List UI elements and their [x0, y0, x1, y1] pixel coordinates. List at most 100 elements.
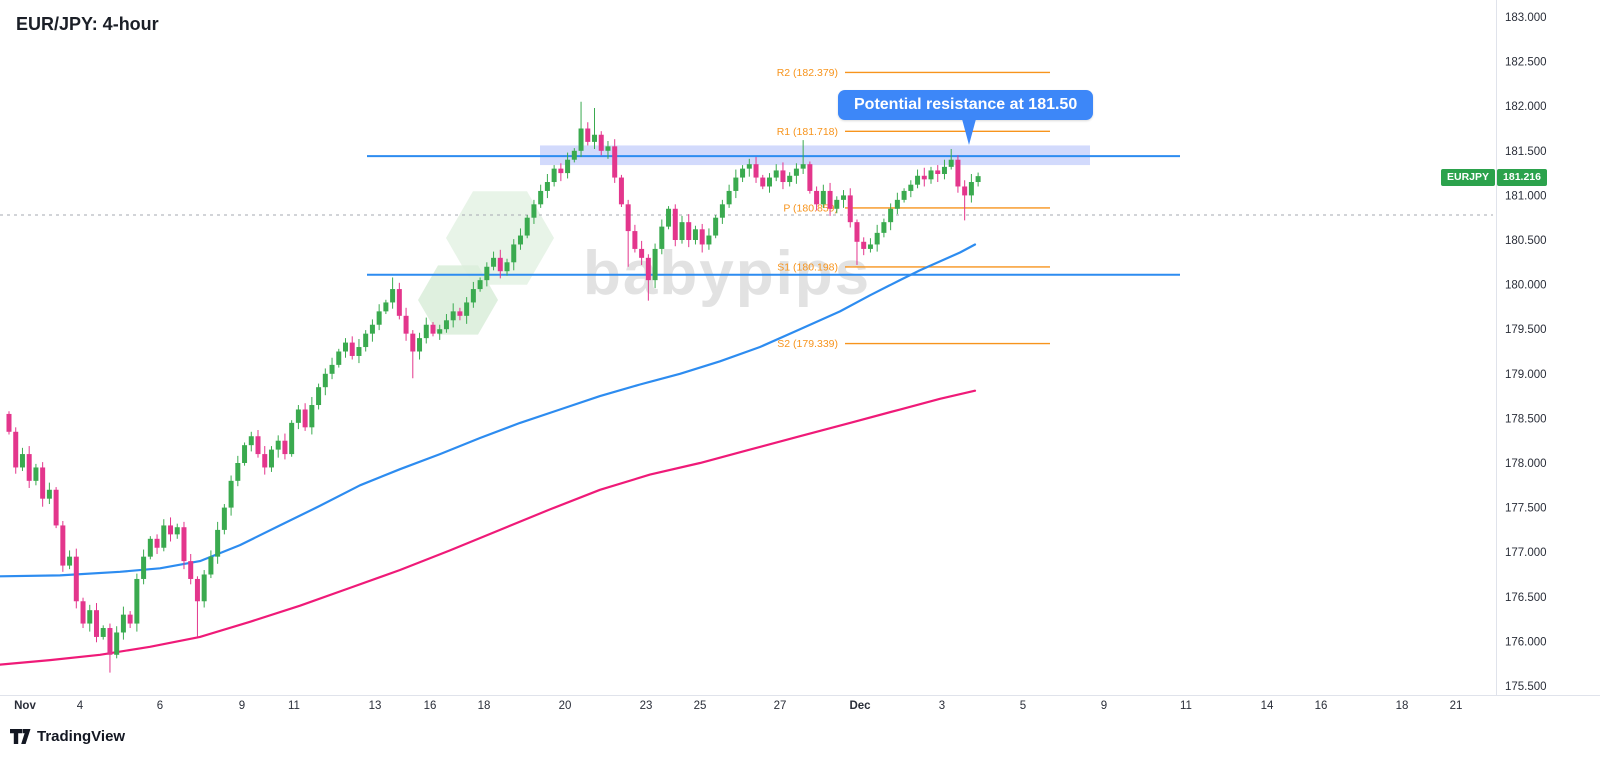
candle-body[interactable] [100, 628, 106, 637]
ma-pink-line[interactable] [0, 389, 977, 666]
candle-body[interactable] [208, 556, 214, 575]
candles-layer[interactable] [6, 101, 981, 673]
candle-body[interactable] [349, 342, 355, 356]
candle-body[interactable] [356, 347, 362, 356]
candle-body[interactable] [417, 338, 423, 352]
candle-body[interactable] [962, 186, 968, 196]
candle-body[interactable] [403, 315, 409, 334]
candle-body[interactable] [766, 177, 772, 187]
candle-body[interactable] [659, 226, 665, 249]
candle-body[interactable] [450, 311, 456, 321]
candle-body[interactable] [538, 190, 544, 205]
candle-body[interactable] [692, 229, 698, 240]
candle-body[interactable] [430, 324, 436, 334]
candle-body[interactable] [793, 168, 799, 176]
candle-body[interactable] [551, 168, 557, 183]
candle-body[interactable] [834, 199, 840, 209]
candle-body[interactable] [201, 574, 207, 602]
candle-body[interactable] [369, 324, 375, 334]
candle-body[interactable] [625, 204, 631, 232]
candle-body[interactable] [6, 413, 12, 432]
candle-body[interactable] [841, 195, 847, 200]
candle-body[interactable] [363, 333, 369, 348]
candle-body[interactable] [874, 232, 880, 245]
candle-body[interactable] [760, 177, 766, 187]
candle-body[interactable] [484, 266, 490, 281]
candle-body[interactable] [26, 454, 32, 481]
candle-body[interactable] [894, 199, 900, 209]
candle-body[interactable] [221, 507, 227, 530]
candle-body[interactable] [861, 241, 867, 249]
candle-body[interactable] [19, 454, 25, 468]
candle-body[interactable] [955, 159, 961, 187]
candle-body[interactable] [639, 248, 645, 258]
candle-body[interactable] [255, 436, 261, 455]
ma-blue-line[interactable] [0, 243, 977, 578]
candle-body[interactable] [13, 431, 19, 468]
candle-body[interactable] [605, 146, 611, 151]
candle-body[interactable] [847, 195, 853, 223]
candle-body[interactable] [443, 320, 449, 330]
candle-body[interactable] [235, 463, 241, 481]
candle-body[interactable] [147, 538, 153, 557]
candle-body[interactable] [666, 208, 672, 227]
candle-body[interactable] [746, 164, 752, 169]
candle-body[interactable] [565, 159, 571, 174]
candle-body[interactable] [154, 538, 160, 548]
candle-body[interactable] [282, 440, 288, 455]
candle-body[interactable] [888, 208, 894, 223]
candle-body[interactable] [827, 190, 833, 209]
candle-body[interactable] [558, 168, 564, 174]
candle-body[interactable] [46, 489, 52, 499]
candle-body[interactable] [437, 329, 443, 334]
candle-body[interactable] [578, 128, 584, 151]
candle-body[interactable] [645, 257, 651, 281]
candle-body[interactable] [80, 601, 86, 624]
candle-body[interactable] [968, 182, 974, 196]
candle-body[interactable] [248, 436, 254, 446]
candle-body[interactable] [181, 527, 187, 562]
candle-body[interactable] [107, 628, 113, 655]
candle-body[interactable] [329, 364, 335, 374]
candle-body[interactable] [464, 302, 470, 316]
candle-body[interactable] [134, 578, 140, 624]
candle-body[interactable] [618, 177, 624, 205]
candle-body[interactable] [524, 217, 530, 236]
candle-body[interactable] [114, 632, 120, 655]
candle-body[interactable] [168, 525, 174, 535]
candle-body[interactable] [935, 170, 941, 174]
candle-body[interactable] [60, 525, 66, 566]
candle-body[interactable] [127, 614, 133, 624]
candle-body[interactable] [915, 175, 921, 185]
candle-body[interactable] [302, 409, 308, 428]
candle-body[interactable] [336, 351, 342, 365]
candle-body[interactable] [477, 280, 483, 290]
candle-body[interactable] [188, 561, 194, 579]
candle-body[interactable] [390, 289, 396, 303]
candle-body[interactable] [504, 262, 510, 272]
candle-body[interactable] [491, 257, 497, 267]
candle-body[interactable] [928, 170, 934, 180]
candle-body[interactable] [686, 222, 692, 240]
candle-body[interactable] [807, 164, 813, 191]
price-axis[interactable]: 183.000 182.500 182.000 181.500 181.000 180.5… [1505, 12, 1547, 693]
candle-body[interactable] [740, 168, 746, 178]
candle-body[interactable] [289, 422, 295, 455]
candle-body[interactable] [93, 610, 99, 637]
candle-body[interactable] [87, 610, 93, 624]
time-axis[interactable]: Nov 4 6 9 11 13 16 18 20 23 25 27 Dec 3 5 9 11 14 16 18 21 [14, 700, 1462, 712]
candle-body[interactable] [706, 235, 712, 245]
candle-body[interactable] [753, 164, 759, 178]
candle-body[interactable] [215, 529, 221, 557]
candle-body[interactable] [141, 556, 147, 579]
candle-body[interactable] [410, 333, 416, 352]
candle-body[interactable] [733, 177, 739, 191]
candle-body[interactable] [679, 222, 685, 240]
candle-body[interactable] [40, 467, 46, 499]
candle-body[interactable] [497, 257, 503, 272]
candle-body[interactable] [120, 614, 126, 633]
candle-body[interactable] [908, 184, 914, 191]
candle-body[interactable] [941, 166, 947, 174]
candle-body[interactable] [612, 146, 618, 178]
candle-body[interactable] [309, 405, 315, 428]
